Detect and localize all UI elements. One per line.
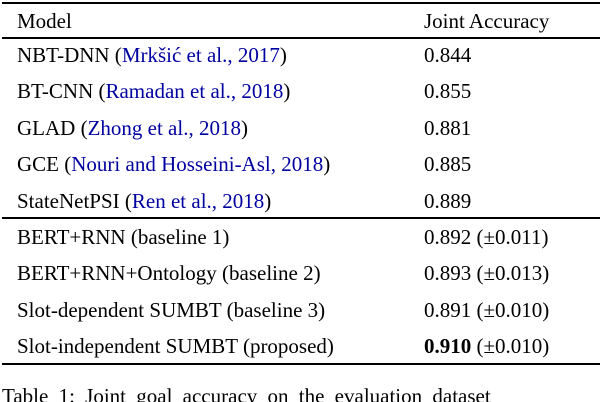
table-row: Slot-independent SUMBT (proposed) 0.910 … bbox=[0, 334, 608, 360]
table-row: BERT+RNN+Ontology (baseline 2) 0.893 (±0… bbox=[0, 261, 608, 287]
accuracy-value: 0.891 (±0.010) bbox=[424, 298, 549, 322]
model-name: BT-CNN ( bbox=[17, 79, 106, 103]
accuracy-value: 0.892 (±0.011) bbox=[424, 225, 548, 249]
table-row: GLAD (Zhong et al., 2018) 0.881 bbox=[0, 116, 608, 142]
citation-link[interactable]: Nouri and Hosseini-Asl, 2018 bbox=[71, 152, 324, 176]
column-header-accuracy: Joint Accuracy bbox=[424, 9, 550, 33]
table-row: BERT+RNN (baseline 1) 0.892 (±0.011) bbox=[0, 225, 608, 251]
model-cell: Slot-independent SUMBT (proposed) bbox=[17, 334, 334, 358]
paren-close: ) bbox=[264, 189, 272, 213]
table-row: NBT-DNN (Mrkšić et al., 2017) 0.844 bbox=[0, 43, 608, 69]
accuracy-mean-best: 0.910 bbox=[424, 334, 472, 358]
citation-link[interactable]: Ren et al., 2018 bbox=[131, 189, 265, 213]
table-caption: Table 1: Joint goal accuracy on the eval… bbox=[2, 384, 491, 402]
table-mid-rule bbox=[2, 217, 600, 219]
model-name: GCE ( bbox=[17, 152, 72, 176]
table-row: Slot-dependent SUMBT (baseline 3) 0.891 … bbox=[0, 298, 608, 324]
model-cell: StateNetPSI (Ren et al., 2018) bbox=[17, 189, 271, 213]
model-cell: NBT-DNN (Mrkšić et al., 2017) bbox=[17, 43, 287, 67]
paren-close: ) bbox=[279, 43, 287, 67]
accuracy-std: (±0.010) bbox=[476, 334, 550, 358]
paren-close: ) bbox=[240, 116, 248, 140]
accuracy-value: 0.844 bbox=[424, 43, 472, 67]
accuracy-std: (±0.010) bbox=[476, 298, 550, 322]
citation-link[interactable]: Ramadan et al., 2018 bbox=[105, 79, 284, 103]
accuracy-value: 0.881 bbox=[424, 116, 472, 140]
paren-close: ) bbox=[283, 79, 291, 103]
citation-link[interactable]: Mrkšić et al., 2017 bbox=[121, 43, 280, 67]
model-cell: GCE (Nouri and Hosseini-Asl, 2018) bbox=[17, 152, 330, 176]
model-cell: Slot-dependent SUMBT (baseline 3) bbox=[17, 298, 326, 322]
accuracy-mean: 0.893 bbox=[424, 261, 472, 285]
accuracy-mean: 0.892 bbox=[424, 225, 472, 249]
paren-close: ) bbox=[323, 152, 331, 176]
accuracy-mean: 0.891 bbox=[424, 298, 472, 322]
table-header-row: Model Joint Accuracy bbox=[0, 9, 608, 35]
table-bottom-rule bbox=[2, 363, 600, 365]
accuracy-std: (±0.013) bbox=[476, 261, 550, 285]
accuracy-value: 0.889 bbox=[424, 189, 472, 213]
model-name: StateNetPSI ( bbox=[17, 189, 132, 213]
column-header-model: Model bbox=[17, 9, 72, 33]
model-cell: BT-CNN (Ramadan et al., 2018) bbox=[17, 79, 290, 103]
accuracy-value: 0.885 bbox=[424, 152, 472, 176]
model-name: GLAD ( bbox=[17, 116, 88, 140]
model-cell: BERT+RNN+Ontology (baseline 2) bbox=[17, 261, 321, 285]
model-name: NBT-DNN ( bbox=[17, 43, 122, 67]
table-header-rule bbox=[2, 37, 600, 39]
citation-link[interactable]: Zhong et al., 2018 bbox=[87, 116, 241, 140]
table-row: StateNetPSI (Ren et al., 2018) 0.889 bbox=[0, 189, 608, 215]
accuracy-std: (±0.011) bbox=[476, 225, 549, 249]
accuracy-value: 0.855 bbox=[424, 79, 472, 103]
table-row: BT-CNN (Ramadan et al., 2018) 0.855 bbox=[0, 79, 608, 105]
accuracy-value: 0.910 (±0.010) bbox=[424, 334, 549, 358]
model-cell: GLAD (Zhong et al., 2018) bbox=[17, 116, 248, 140]
table-row: GCE (Nouri and Hosseini-Asl, 2018) 0.885 bbox=[0, 152, 608, 178]
model-cell: BERT+RNN (baseline 1) bbox=[17, 225, 230, 249]
table-top-rule bbox=[2, 2, 600, 4]
accuracy-value: 0.893 (±0.013) bbox=[424, 261, 549, 285]
